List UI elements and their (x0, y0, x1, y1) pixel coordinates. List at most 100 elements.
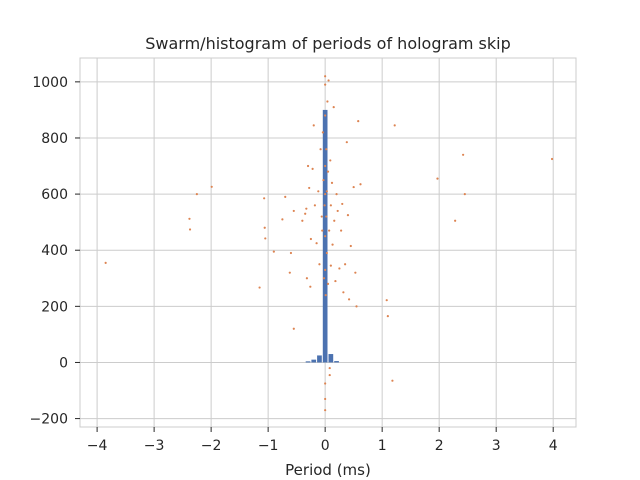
y-tick-label: −200 (30, 412, 68, 428)
scatter-point (306, 164, 310, 168)
scatter-point (359, 183, 362, 186)
scatter-point (335, 192, 338, 196)
scatter-point (327, 79, 330, 82)
scatter-point (288, 271, 291, 274)
x-tick-label: −4 (87, 438, 108, 454)
scatter-point (347, 298, 351, 301)
x-tick-label: −2 (201, 438, 222, 454)
scatter-point (462, 153, 465, 156)
grid-lines (80, 58, 576, 427)
scatter-point (330, 181, 334, 184)
scatter-point (188, 228, 192, 231)
scatter-point (324, 409, 327, 412)
x-tick-label: 3 (492, 438, 501, 454)
scatter-point (336, 209, 339, 213)
histogram-bar (305, 361, 311, 363)
scatter-point (385, 299, 388, 302)
scatter-point (305, 207, 308, 210)
scatter-point (264, 237, 267, 240)
scatter-point (324, 192, 327, 196)
scatter-point (188, 217, 191, 220)
scatter-point (386, 315, 389, 318)
scatter-point (325, 148, 328, 151)
scatter-point (321, 229, 324, 232)
scatter-point (263, 226, 266, 229)
y-tick-label: 1000 (32, 75, 68, 91)
scatter-point (292, 209, 295, 213)
scatter-point (281, 218, 284, 221)
scatter-point (304, 212, 307, 215)
scatter-point (210, 185, 213, 188)
scatter-point (325, 215, 328, 218)
scatter-point (322, 178, 325, 182)
plot-frame (79, 57, 577, 428)
scatter-point (357, 120, 360, 123)
scatter-point (308, 186, 311, 190)
scatter-point (345, 141, 348, 144)
histogram-bars (305, 109, 339, 363)
scatter-point (324, 164, 327, 168)
scatter-point (328, 229, 331, 232)
x-tick-label: 2 (435, 438, 444, 454)
scatter-point (326, 100, 329, 103)
x-tick-label: −3 (144, 438, 165, 454)
scatter-point (320, 215, 323, 218)
histogram-bar (317, 355, 322, 363)
scatter-point (309, 285, 312, 288)
scatter-points (104, 75, 554, 412)
histogram-bar (334, 361, 339, 363)
scatter-point (104, 261, 107, 264)
x-tick-label: 0 (321, 438, 330, 454)
scatter-point (334, 279, 337, 283)
scatter-point (309, 237, 312, 241)
scatter-point (436, 177, 439, 180)
scatter-point (329, 264, 332, 267)
chart-title: Swarm/histogram of periods of hologram s… (145, 34, 511, 53)
scatter-point (324, 268, 327, 271)
scatter-point (550, 157, 554, 161)
scatter-point (315, 242, 318, 245)
scatter-point (331, 243, 334, 246)
scatter-point (328, 373, 331, 377)
histogram-bar (328, 354, 334, 363)
scatter-point (332, 106, 335, 109)
scatter-point (326, 282, 330, 285)
scatter-point (305, 277, 309, 280)
scatter-point (272, 250, 275, 253)
scatter-point (324, 83, 327, 86)
y-tick-label: 800 (41, 131, 68, 147)
scatter-point (349, 244, 352, 248)
scatter-point (338, 267, 341, 270)
scatter-point (289, 251, 293, 255)
scatter-point (313, 204, 316, 207)
scatter-point (317, 190, 320, 193)
x-axis-ticks: −4 −3 −2 −1 0 1 2 3 4 (87, 427, 558, 454)
scatter-point (324, 294, 327, 297)
scatter-point (321, 131, 324, 134)
scatter-point (324, 75, 327, 78)
y-tick-label: 0 (59, 355, 68, 371)
x-axis-label: Period (ms) (285, 461, 371, 479)
scatter-point (284, 195, 287, 199)
scatter-point (333, 219, 336, 222)
scatter-point (324, 397, 327, 401)
scatter-point (312, 124, 315, 127)
scatter-point (292, 327, 295, 330)
scatter-point (344, 263, 347, 266)
scatter-point (341, 202, 344, 206)
histogram-bar (311, 359, 317, 363)
scatter-point (324, 114, 327, 117)
scatter-point (329, 159, 332, 162)
scatter-point (258, 286, 261, 289)
scatter-point (340, 229, 343, 232)
scatter-point (325, 190, 328, 193)
scatter-point (325, 251, 328, 255)
scatter-point (319, 148, 322, 151)
scatter-point (322, 277, 326, 280)
scatter-point (391, 379, 394, 382)
y-tick-label: 600 (41, 187, 68, 203)
scatter-point (311, 167, 314, 170)
y-tick-label: 400 (41, 243, 68, 259)
scatter-point (323, 204, 326, 207)
